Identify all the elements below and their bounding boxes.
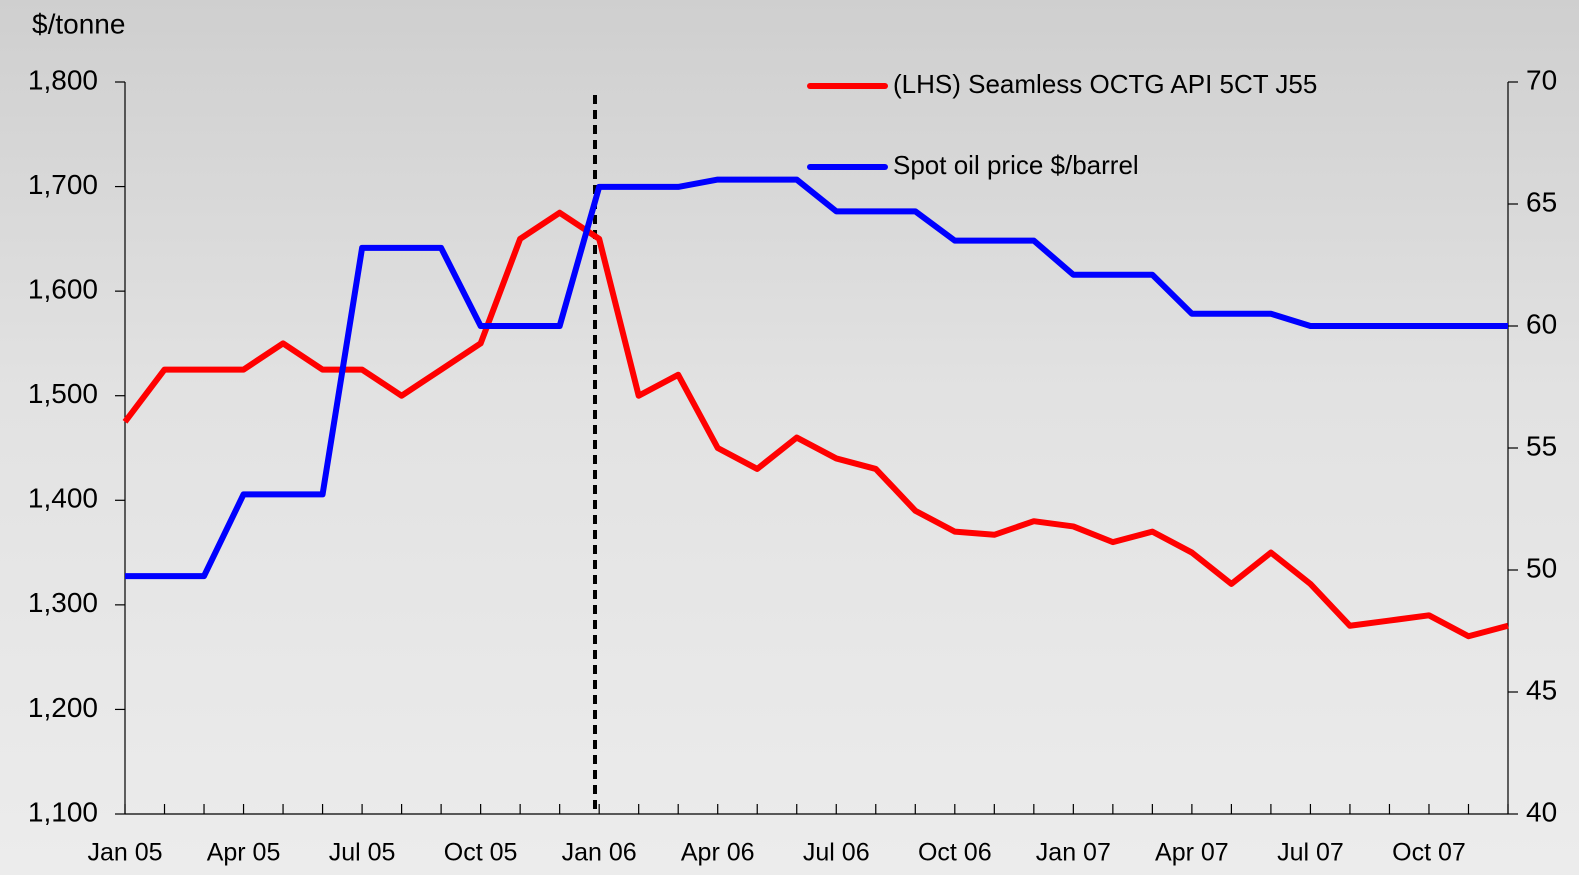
background: [0, 0, 1579, 875]
x-tick-label: Jul 05: [329, 839, 396, 867]
chart: $/tonne 1,100 1,200 1,300 1,400 1,500 1,600 1,…: [0, 0, 1579, 875]
y-tick-label: 1,400: [28, 483, 98, 514]
y2-tick-label: 70: [1526, 64, 1557, 95]
y-tick-label: 1,100: [28, 796, 98, 827]
y2-tick-label: 40: [1526, 796, 1557, 827]
x-tick-label: Jan 05: [87, 839, 162, 867]
y2-tick-label: 65: [1526, 186, 1557, 217]
y-tick-label: 1,300: [28, 587, 98, 618]
x-tick-label: Jan 06: [562, 839, 637, 867]
x-tick-label: Jan 07: [1036, 839, 1111, 867]
legend-label: (LHS) Seamless OCTG API 5CT J55: [893, 69, 1317, 99]
x-tick-label: Apr 05: [207, 839, 281, 867]
y2-tick-label: 45: [1526, 674, 1557, 705]
x-tick-label: Apr 06: [681, 839, 755, 867]
y2-tick-label: 60: [1526, 308, 1557, 339]
page: {"chart_data": {"type": "line", "y_label…: [0, 0, 1579, 875]
x-tick-label: Jul 06: [803, 839, 870, 867]
x-tick-label: Oct 06: [918, 839, 992, 867]
y-tick-label: 1,600: [28, 274, 98, 305]
x-tick-label: Oct 07: [1392, 839, 1466, 867]
y2-tick-label: 50: [1526, 552, 1557, 583]
x-tick-label: Apr 07: [1155, 839, 1229, 867]
legend-label: Spot oil price $/barrel: [893, 150, 1139, 180]
x-tick-label: Jul 07: [1277, 839, 1344, 867]
y-axis-title: $/tonne: [32, 8, 125, 39]
y-tick-label: 1,500: [28, 378, 98, 409]
x-tick-label: Oct 05: [444, 839, 518, 867]
y-tick-label: 1,800: [28, 64, 98, 95]
y-tick-label: 1,700: [28, 169, 98, 200]
y2-tick-label: 55: [1526, 430, 1557, 461]
y-tick-label: 1,200: [28, 692, 98, 723]
